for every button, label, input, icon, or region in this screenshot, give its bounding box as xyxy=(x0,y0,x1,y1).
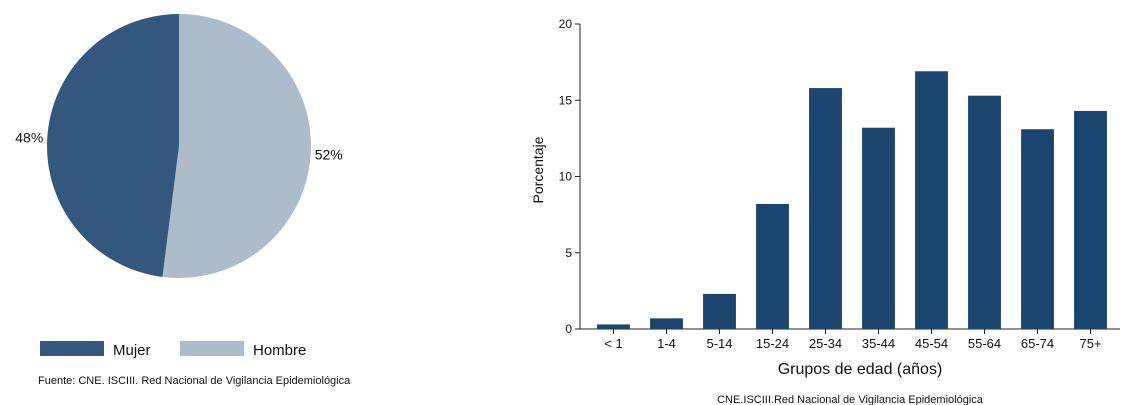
bar-14 xyxy=(650,318,683,329)
x-tick-label: 5-14 xyxy=(706,336,732,351)
bar-1 xyxy=(597,324,630,329)
pie-slice-hombre xyxy=(162,14,312,279)
pie-slice-mujer xyxy=(46,14,179,277)
bar-5564 xyxy=(968,95,1001,329)
bar-4554 xyxy=(915,71,948,330)
x-tick-label: 1-4 xyxy=(657,336,676,351)
pie-value-label-mujer: 48% xyxy=(15,130,43,146)
x-tick-label: 75+ xyxy=(1079,336,1101,351)
y-tick-label: 10 xyxy=(559,170,573,184)
legend-swatch-mujer xyxy=(40,341,104,356)
bar-1524 xyxy=(756,203,789,329)
bar-3544 xyxy=(862,127,895,329)
bar-75plus xyxy=(1074,110,1107,329)
bar-6574 xyxy=(1021,129,1054,329)
bar-514 xyxy=(703,293,736,329)
pie-source-note: Fuente: CNE. ISCIII. Red Nacional de Vig… xyxy=(38,375,351,387)
y-tick-label: 20 xyxy=(559,17,573,31)
x-tick-label: 25-34 xyxy=(809,336,842,351)
x-tick-label: < 1 xyxy=(604,336,622,351)
pie-chart-panel: 48% 52% Mujer Hombre Fuente: CNE. ISCIII… xyxy=(0,0,440,405)
legend-swatch-hombre xyxy=(180,341,244,356)
legend-label-mujer: Mujer xyxy=(113,342,151,359)
y-axis: 0 5 10 15 20 xyxy=(559,17,581,336)
pie-chart: 48% 52% Mujer Hombre xyxy=(15,14,343,359)
x-tick-label: 45-54 xyxy=(915,336,948,351)
bar-source-note: CNE.ISCIII.Red Nacional de Vigilancia Ep… xyxy=(717,394,984,405)
x-tick-label: 55-64 xyxy=(968,336,1001,351)
y-tick-label: 15 xyxy=(559,93,573,107)
x-tick-label: 65-74 xyxy=(1021,336,1054,351)
legend-label-hombre: Hombre xyxy=(253,342,306,359)
x-tick-label: 35-44 xyxy=(862,336,895,351)
bar-chart: 0 5 10 15 20 < 1 1-4 5-14 15-24 25-34 35-44 45-54 5… xyxy=(530,17,1120,405)
y-tick-label: 5 xyxy=(565,246,572,260)
y-tick-label: 0 xyxy=(565,322,572,336)
bar-2534 xyxy=(809,88,842,329)
x-tick-label: 15-24 xyxy=(756,336,789,351)
pie-value-label-hombre: 52% xyxy=(315,147,343,163)
x-axis-label: Grupos de edad (años) xyxy=(778,361,943,378)
bar-chart-panel: 0 5 10 15 20 < 1 1-4 5-14 15-24 25-34 35-44 45-54 5… xyxy=(520,0,1130,405)
y-axis-label: Porcentaje xyxy=(530,136,546,203)
